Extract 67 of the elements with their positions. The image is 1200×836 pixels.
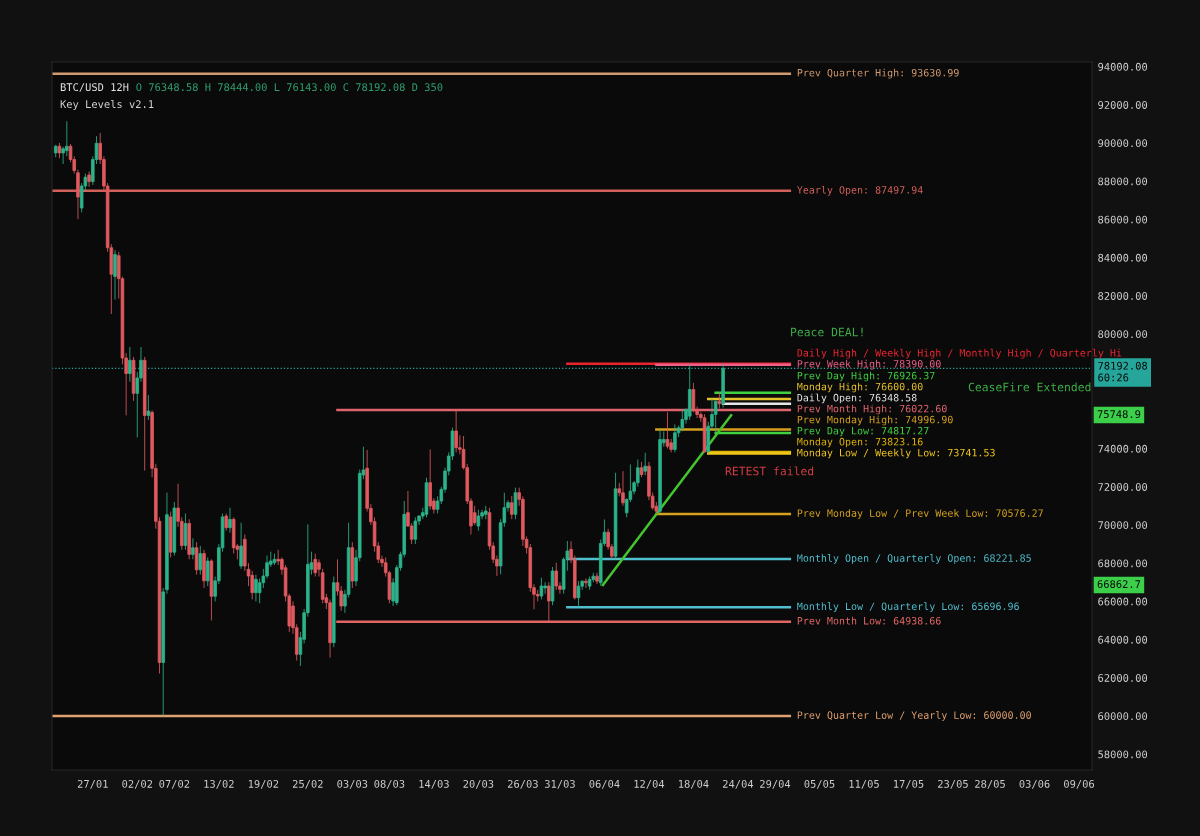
- x-tick-label: 12/04: [634, 779, 665, 789]
- series-label: Prev Day High: 76926.37: [797, 371, 935, 382]
- x-tick-label: 02/02: [122, 779, 153, 789]
- x-tick-label: 13/02: [204, 779, 234, 789]
- x-tick-label: 26/03: [507, 779, 538, 789]
- series-label: Monday Low / Weekly Low: 73741.53: [797, 448, 995, 459]
- series-label: Yearly Open: 87497.94: [797, 185, 923, 196]
- x-tick-label: 28/05: [975, 779, 1005, 789]
- text: O 76348.58 H 78444.00 L 76143.00 C 78192.08 D 350: [136, 83, 443, 92]
- x-tick-label: 03/06: [1019, 779, 1050, 789]
- y-tick-label: 90000.00: [1098, 139, 1148, 148]
- x-tick-label: 31/03: [544, 779, 575, 789]
- y-tick-label: 64000.00: [1098, 635, 1148, 644]
- y-tick-label: 86000.00: [1098, 215, 1148, 224]
- series-label: Monday Open: 73823.16: [797, 437, 923, 448]
- y-tick-label: 80000.00: [1098, 330, 1148, 339]
- annotation: Key Levels v2.1: [60, 99, 154, 111]
- x-tick-label: 23/05: [938, 779, 968, 789]
- y-tick-label: 66000.00: [1098, 597, 1148, 606]
- series-label: Prev Monday High: 74996.90: [797, 415, 953, 426]
- series-label: Prev Quarter High: 93630.99: [797, 68, 959, 79]
- y-tick-label: 88000.00: [1098, 177, 1148, 186]
- x-tick-label: 19/02: [248, 779, 279, 789]
- series-label: Prev Monday Low / Prev Week Low: 70576.27: [797, 509, 1043, 519]
- x-tick-label: 03/03: [337, 779, 368, 789]
- x-tick-label: 08/03: [374, 779, 405, 789]
- series-label: Prev Day Low: 74817.27: [797, 426, 929, 437]
- series-label: Prev Month Low: 64938.66: [797, 616, 941, 625]
- y-tick-label: 84000.00: [1098, 253, 1148, 262]
- y-tick-label: 60000.00: [1098, 712, 1148, 721]
- y-tick-label: 72000.00: [1098, 483, 1148, 491]
- x-tick-label: 27/01: [77, 779, 108, 789]
- x-tick-label: 17/05: [894, 779, 924, 789]
- series-label: Monthly Low / Quarterly Low: 65696.96: [797, 602, 1019, 613]
- x-tick-label: 18/04: [679, 779, 709, 789]
- series-label: Monthly Open / Quarterly Open: 68221.85: [797, 554, 1031, 564]
- annotation: CeaseFire Extended: [968, 382, 1091, 392]
- y-tick-label: 62000.00: [1098, 674, 1148, 682]
- y-tick-label: 94000.00: [1098, 62, 1148, 71]
- y-tick-label: 74000.00: [1098, 444, 1148, 453]
- series-label: Prev Quarter Low / Yearly Low: 60000.00: [797, 711, 1031, 721]
- series-label: Prev Week High: 78390.00: [797, 359, 941, 370]
- x-tick-label: 05/05: [804, 779, 835, 789]
- x-tick-label: 06/04: [589, 779, 620, 789]
- series-label: Daily Open: 76348.58: [797, 393, 917, 404]
- x-tick-label: 24/04: [723, 779, 754, 789]
- y-tick-label: 70000.00: [1098, 521, 1148, 530]
- x-tick-label: 29/04: [760, 779, 791, 789]
- text: 66862.7: [1097, 580, 1141, 589]
- series-label: Daily High / Weekly High / Monthly High / Quarterly Hi: [797, 348, 1122, 359]
- x-tick-label: 20/03: [463, 779, 494, 789]
- annotation: RETEST failed: [725, 466, 814, 476]
- text: 75748.9: [1097, 410, 1141, 419]
- x-tick-label: 25/02: [292, 779, 323, 789]
- x-tick-label: 11/05: [849, 779, 879, 789]
- y-tick-label: 82000.00: [1098, 292, 1148, 300]
- y-tick-label: 58000.00: [1098, 750, 1148, 759]
- series-label: Prev Month High: 76022.60: [797, 404, 947, 415]
- annotation: Peace DEAL!: [791, 327, 863, 337]
- series-label: Monday High: 76600.00: [797, 382, 923, 393]
- y-tick-label: 92000.00: [1098, 101, 1148, 109]
- ref-line-label: 78192.08 60:26: [1098, 361, 1148, 382]
- y-tick-label: 68000.00: [1098, 559, 1148, 568]
- x-tick-label: 07/02: [159, 779, 190, 789]
- text: BTC/USD 12H: [60, 83, 129, 92]
- x-tick-label: 14/03: [419, 779, 449, 789]
- x-tick-label: 09/06: [1064, 779, 1095, 789]
